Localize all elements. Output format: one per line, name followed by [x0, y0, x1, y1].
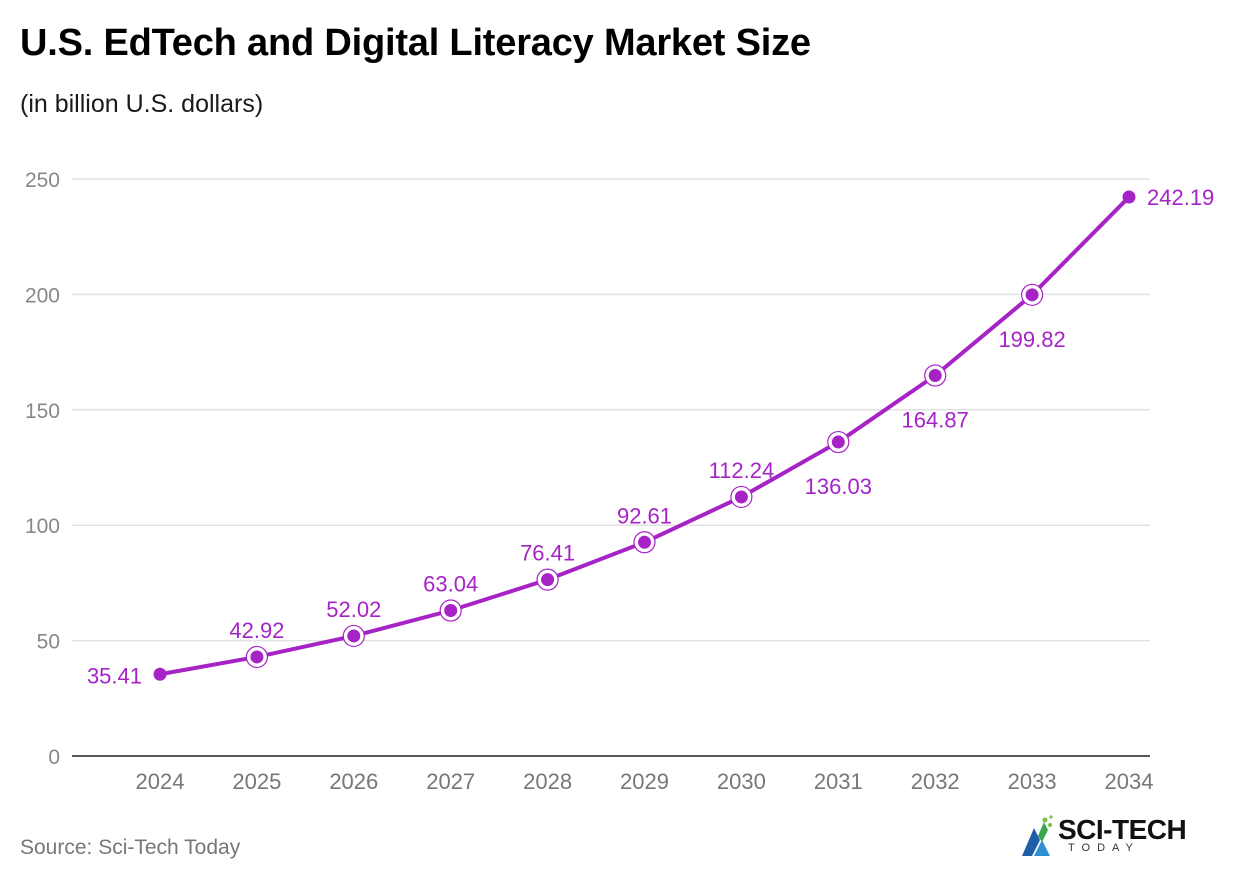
- data-label-2028: 76.41: [520, 541, 575, 566]
- x-tick-label-2026: 2026: [329, 769, 378, 794]
- data-point-2027[interactable]: [444, 604, 458, 618]
- data-label-2027: 63.04: [423, 572, 478, 597]
- x-tick-label-2029: 2029: [620, 769, 669, 794]
- data-label-2029: 92.61: [617, 503, 672, 528]
- data-label-2031: 136.03: [805, 474, 872, 499]
- data-points: [153, 190, 1136, 681]
- data-point-2024[interactable]: [153, 667, 167, 681]
- y-axis-ticks: 0 50 100 150 200 250: [25, 169, 60, 769]
- x-tick-label-2034: 2034: [1105, 769, 1154, 794]
- data-label-2033: 199.82: [998, 327, 1065, 352]
- logo-tagline: TODAY: [1068, 842, 1140, 854]
- data-point-2030[interactable]: [734, 490, 748, 504]
- data-label-2030: 112.24: [709, 458, 775, 483]
- x-tick-label-2030: 2030: [717, 769, 766, 794]
- data-point-2028[interactable]: [541, 573, 555, 587]
- x-tick-label-2024: 2024: [136, 769, 185, 794]
- logo-wordmark: SCI-TECH: [1058, 814, 1187, 845]
- data-label-2025: 42.92: [229, 618, 284, 643]
- y-tick-label-0: 0: [48, 746, 60, 769]
- x-tick-label-2033: 2033: [1008, 769, 1057, 794]
- data-point-2026[interactable]: [347, 629, 361, 643]
- data-point-2025[interactable]: [250, 650, 264, 664]
- data-point-2034[interactable]: [1122, 190, 1136, 204]
- y-tick-label-50: 50: [37, 631, 60, 654]
- x-tick-label-2028: 2028: [523, 769, 572, 794]
- logo-mark-icon: [1022, 815, 1053, 856]
- x-tick-label-2025: 2025: [232, 769, 281, 794]
- y-tick-label-100: 100: [25, 515, 60, 538]
- chart-subtitle: (in billion U.S. dollars): [20, 90, 264, 118]
- data-point-2033[interactable]: [1025, 288, 1039, 302]
- data-label-2026: 52.02: [326, 597, 381, 622]
- x-tick-label-2027: 2027: [426, 769, 475, 794]
- data-label-2032: 164.87: [902, 407, 969, 432]
- series-line-market-size: [158, 195, 1131, 677]
- x-tick-label-2031: 2031: [814, 769, 863, 794]
- source-note: Source: Sci-Tech Today: [20, 836, 241, 859]
- data-label-2024: 35.41: [87, 663, 142, 688]
- data-label-2034: 242.19: [1147, 185, 1214, 210]
- sci-tech-logo[interactable]: SCI-TECH TODAY: [1020, 812, 1210, 862]
- data-point-2031[interactable]: [831, 435, 845, 449]
- x-axis-ticks: 2024 2025 2026 2027 2028 2029 2030 2031 2032 2033…: [136, 769, 1154, 794]
- data-point-2029[interactable]: [638, 535, 651, 549]
- data-labels: 35.41 42.92 52.02 63.04 76.41 92.61 112.24 136.…: [87, 185, 1214, 688]
- grid-lines: [72, 178, 1150, 642]
- x-tick-label-2032: 2032: [911, 769, 960, 794]
- y-tick-label-200: 200: [25, 284, 60, 307]
- data-point-2032[interactable]: [928, 368, 942, 382]
- chart-title: U.S. EdTech and Digital Literacy Market …: [20, 22, 811, 64]
- y-tick-label-150: 150: [25, 400, 60, 423]
- y-tick-label-250: 250: [25, 169, 60, 192]
